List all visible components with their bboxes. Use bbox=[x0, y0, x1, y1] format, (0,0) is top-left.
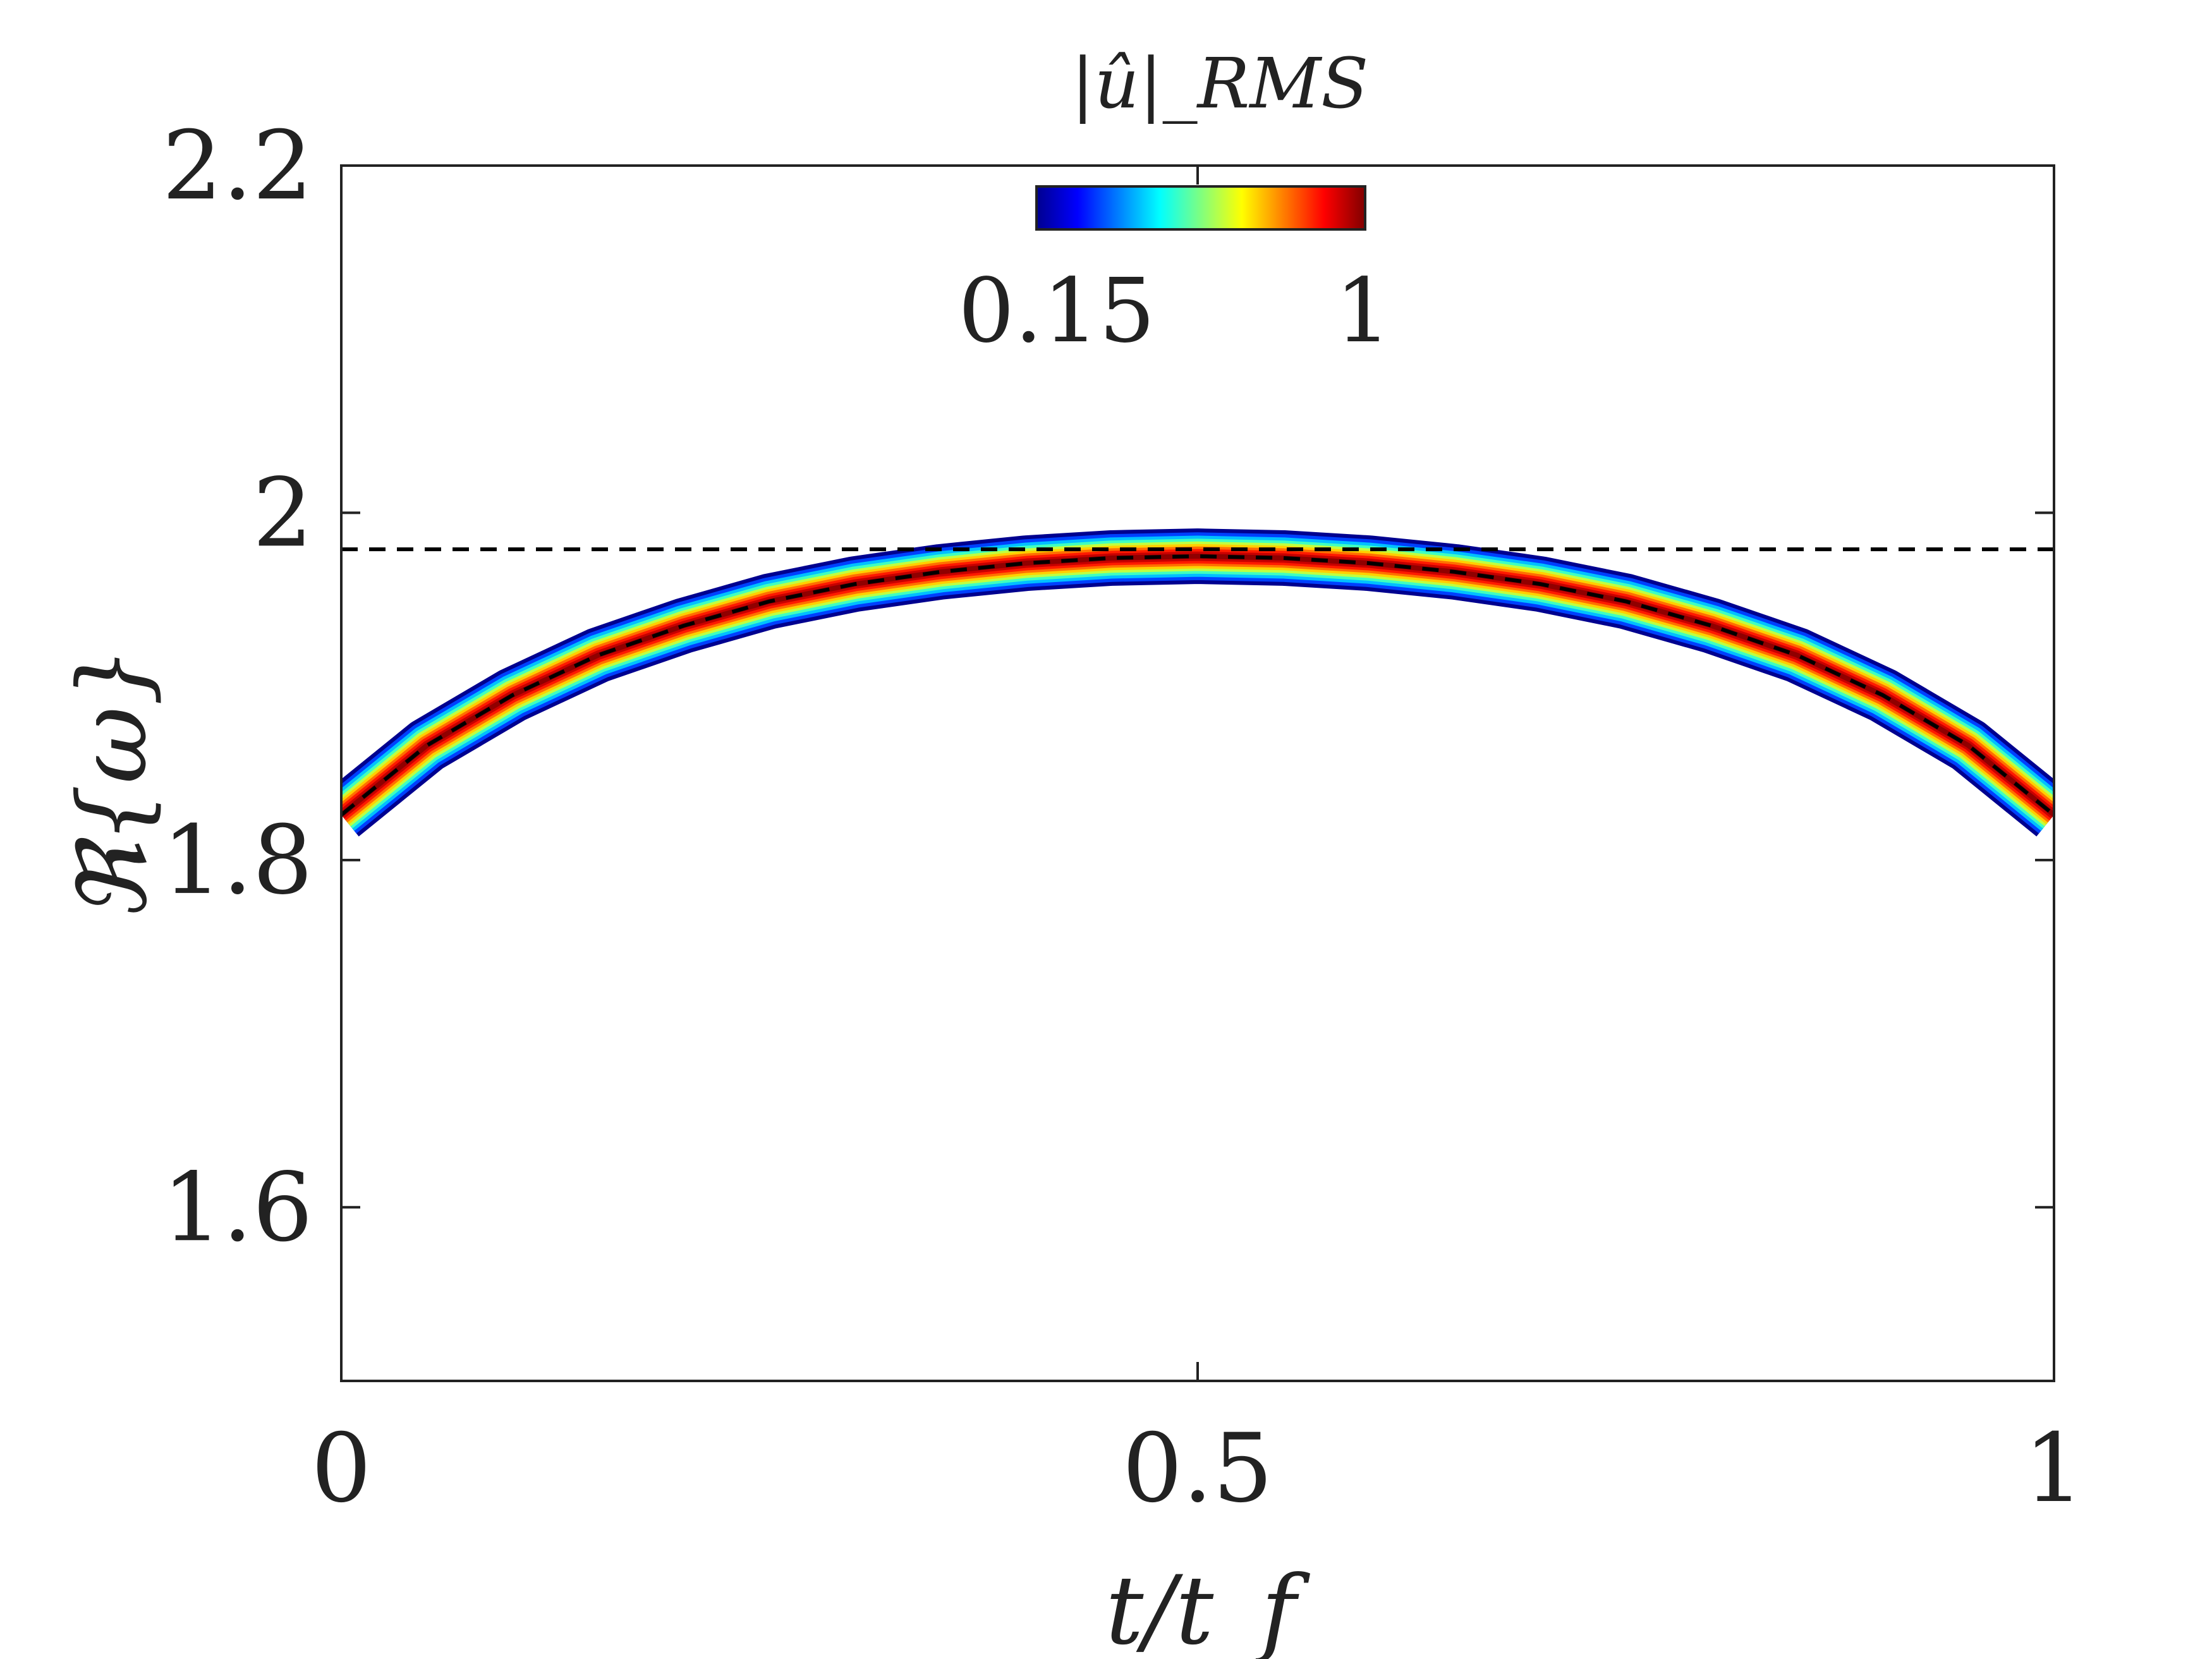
x-tick-label: 0.5 bbox=[1122, 1414, 1273, 1524]
series-lines bbox=[341, 547, 2054, 817]
colorbar: |û|_RMS 0.15 1 bbox=[958, 43, 1391, 363]
colorbar-gradient bbox=[1035, 185, 1366, 231]
y-tick-label: 1.6 bbox=[162, 1153, 313, 1263]
y-tick-label: 1.8 bbox=[162, 806, 313, 916]
y-tick-labels: 1.6 1.8 2 2.2 bbox=[162, 111, 313, 1263]
x-tick-label: 0 bbox=[311, 1414, 371, 1524]
colorbar-min-label: 0.15 bbox=[958, 260, 1155, 363]
x-tick-label: 1 bbox=[2024, 1414, 2084, 1524]
x-tick-labels: 0 0.5 1 bbox=[311, 1414, 2084, 1524]
x-axis-label: t/t_f bbox=[1105, 1556, 1310, 1659]
heatmap-band bbox=[341, 528, 2054, 837]
axis-ticks bbox=[340, 164, 2055, 1381]
y-tick-label: 2 bbox=[253, 458, 313, 568]
band-contour-0 bbox=[341, 528, 2054, 837]
colorbar-max-label: 1 bbox=[1335, 260, 1391, 363]
series-line-0 bbox=[341, 554, 2054, 817]
y-tick-label: 2.2 bbox=[162, 111, 313, 221]
y-axis-label: ℜ{ω} bbox=[58, 646, 168, 921]
plot-frame bbox=[340, 164, 2055, 1382]
colorbar-title: |û|_RMS bbox=[1071, 43, 1369, 124]
